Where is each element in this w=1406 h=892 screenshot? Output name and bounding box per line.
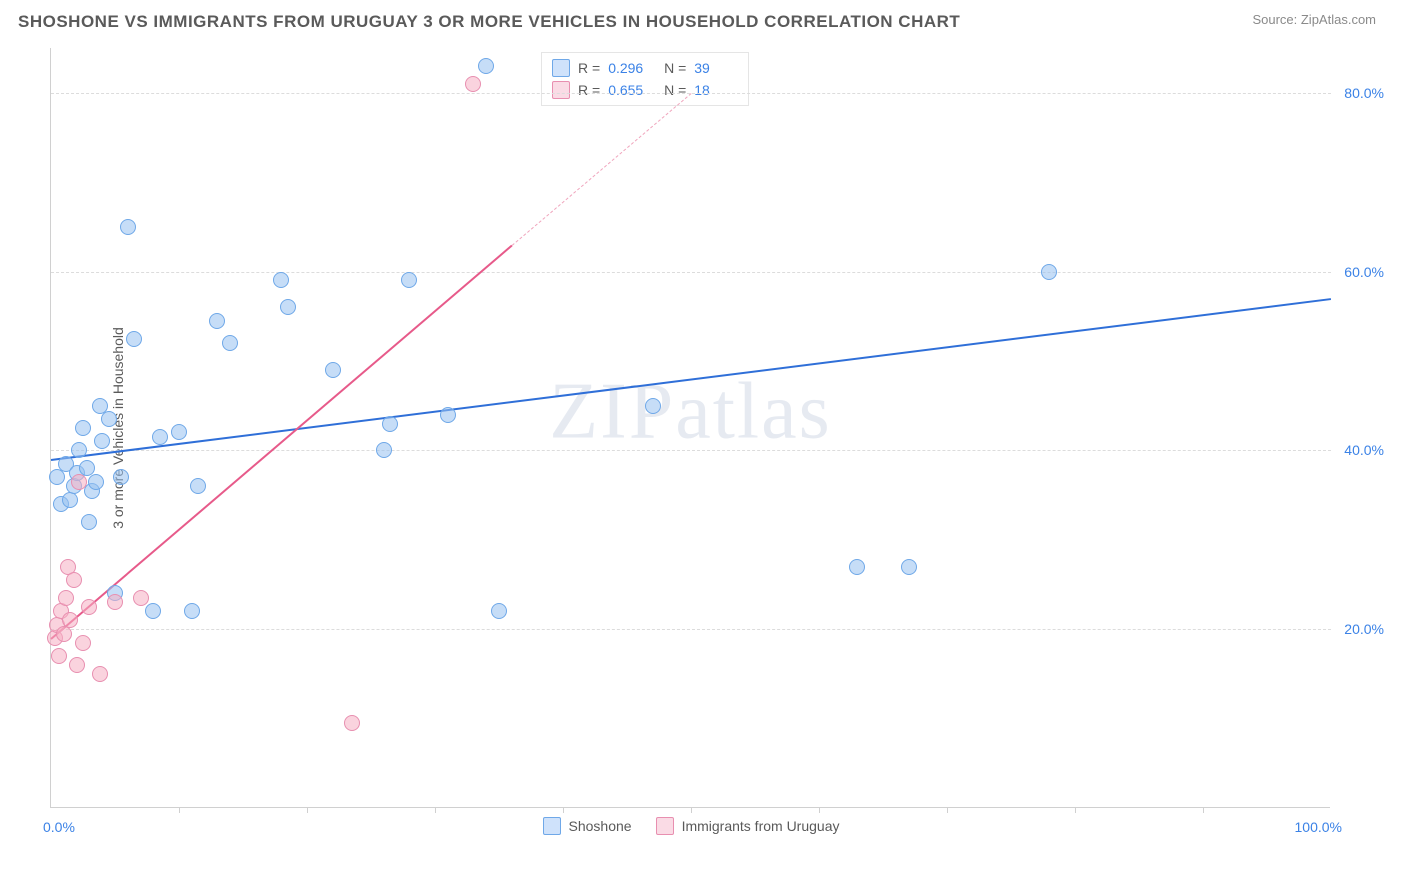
x-tick [179,807,180,813]
data-point [66,572,82,588]
data-point [1041,264,1057,280]
legend-row: R = 0.655 N = 18 [552,79,738,101]
legend-n-label: N = [660,82,686,98]
y-tick-label: 80.0% [1334,85,1384,101]
chart-container: 3 or more Vehicles in Household ZIPatlas… [50,48,1386,838]
y-axis-title: 3 or more Vehicles in Household [110,327,126,529]
x-tick [1075,807,1076,813]
legend-r-label: R = [578,82,600,98]
data-point [222,335,238,351]
data-point [273,272,289,288]
x-tick [435,807,436,813]
data-point [325,362,341,378]
x-tick [691,807,692,813]
x-tick [947,807,948,813]
data-point [133,590,149,606]
data-point [280,299,296,315]
data-point [209,313,225,329]
chart-source: Source: ZipAtlas.com [1252,12,1376,27]
data-point [491,603,507,619]
data-point [190,478,206,494]
data-point [94,433,110,449]
correlation-legend: R = 0.296 N = 39 R = 0.655 N = 18 [541,52,749,106]
data-point [382,416,398,432]
y-tick-label: 20.0% [1334,621,1384,637]
data-point [440,407,456,423]
data-point [113,469,129,485]
data-point [71,442,87,458]
series-legend: Shoshone Immigrants from Uruguay [51,817,1331,835]
data-point [478,58,494,74]
legend-swatch [543,817,561,835]
legend-item: Immigrants from Uruguay [656,817,840,835]
plot-area: 3 or more Vehicles in Household ZIPatlas… [50,48,1330,808]
legend-label: Immigrants from Uruguay [682,818,840,834]
data-point [184,603,200,619]
legend-swatch [656,817,674,835]
data-point [465,76,481,92]
x-tick [819,807,820,813]
chart-title: SHOSHONE VS IMMIGRANTS FROM URUGUAY 3 OR… [18,12,960,32]
legend-swatch [552,81,570,99]
legend-n-value: 39 [694,60,738,76]
x-tick [563,807,564,813]
data-point [58,590,74,606]
data-point [88,474,104,490]
data-point [51,648,67,664]
legend-row: R = 0.296 N = 39 [552,57,738,79]
legend-r-label: R = [578,60,600,76]
data-point [92,666,108,682]
data-point [75,635,91,651]
trend-line [511,93,691,246]
x-tick [307,807,308,813]
data-point [101,411,117,427]
data-point [81,599,97,615]
data-point [344,715,360,731]
legend-r-value: 0.655 [608,82,652,98]
data-point [145,603,161,619]
data-point [71,474,87,490]
data-point [69,657,85,673]
data-point [849,559,865,575]
grid-line [51,450,1331,451]
data-point [376,442,392,458]
data-point [901,559,917,575]
data-point [401,272,417,288]
data-point [49,469,65,485]
data-point [152,429,168,445]
legend-n-value: 18 [694,82,738,98]
x-tick [1203,807,1204,813]
data-point [62,612,78,628]
grid-line [51,629,1331,630]
y-tick-label: 40.0% [1334,442,1384,458]
data-point [126,331,142,347]
legend-label: Shoshone [569,818,632,834]
y-tick-label: 60.0% [1334,264,1384,280]
data-point [120,219,136,235]
legend-item: Shoshone [543,817,632,835]
legend-n-label: N = [660,60,686,76]
data-point [171,424,187,440]
data-point [645,398,661,414]
legend-swatch [552,59,570,77]
data-point [81,514,97,530]
data-point [107,594,123,610]
legend-r-value: 0.296 [608,60,652,76]
data-point [75,420,91,436]
chart-header: SHOSHONE VS IMMIGRANTS FROM URUGUAY 3 OR… [0,0,1406,40]
trend-line [51,298,1331,461]
grid-line [51,272,1331,273]
